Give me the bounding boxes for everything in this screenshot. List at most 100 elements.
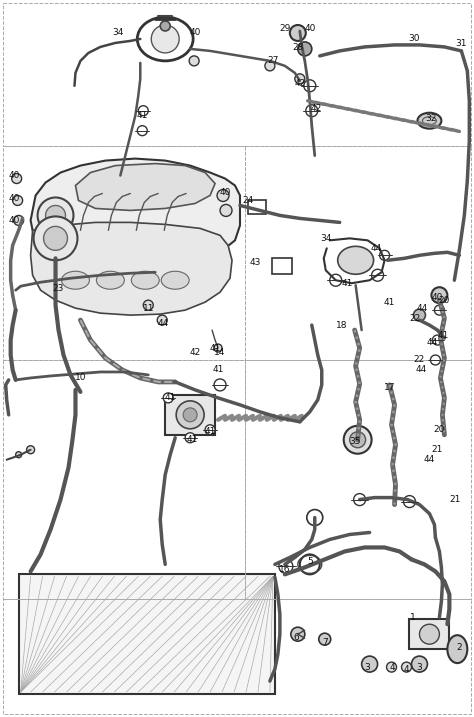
Circle shape	[160, 21, 170, 31]
Circle shape	[44, 227, 67, 250]
Text: 2: 2	[456, 642, 462, 652]
Text: 21: 21	[432, 445, 443, 455]
Text: 14: 14	[214, 348, 226, 356]
Bar	[18, 574, 275, 694]
Circle shape	[189, 56, 199, 66]
Text: 40: 40	[219, 188, 231, 197]
Text: 34: 34	[113, 29, 124, 37]
Circle shape	[143, 300, 153, 310]
Text: 44: 44	[417, 303, 428, 313]
Circle shape	[138, 105, 148, 115]
Text: 40: 40	[432, 293, 443, 302]
Text: 44: 44	[157, 318, 169, 328]
Text: 30: 30	[409, 34, 420, 44]
Circle shape	[16, 452, 22, 457]
Circle shape	[279, 559, 293, 574]
Circle shape	[37, 197, 73, 233]
Text: 40: 40	[190, 29, 201, 37]
Circle shape	[354, 493, 365, 505]
Text: 41: 41	[342, 279, 353, 288]
Circle shape	[205, 424, 215, 435]
Text: 40: 40	[9, 216, 20, 225]
Polygon shape	[31, 222, 232, 315]
Polygon shape	[31, 158, 240, 267]
Text: 35: 35	[349, 437, 360, 446]
Text: 41: 41	[137, 111, 148, 120]
Circle shape	[344, 426, 372, 454]
Text: 41: 41	[186, 435, 198, 445]
Text: 27: 27	[267, 57, 279, 65]
Circle shape	[362, 656, 378, 672]
Circle shape	[298, 42, 312, 56]
Circle shape	[401, 662, 411, 672]
Ellipse shape	[161, 271, 189, 289]
Text: 43: 43	[249, 258, 261, 267]
Circle shape	[185, 433, 195, 443]
Text: 3: 3	[417, 663, 422, 672]
Ellipse shape	[337, 247, 374, 274]
Circle shape	[307, 510, 323, 526]
Bar	[165, 395, 215, 435]
Text: 44: 44	[371, 244, 382, 253]
Text: 42: 42	[190, 348, 201, 356]
Circle shape	[151, 25, 179, 53]
Text: 16: 16	[279, 565, 291, 574]
Circle shape	[387, 662, 397, 672]
Text: 5: 5	[307, 557, 313, 566]
Circle shape	[12, 174, 22, 184]
Bar	[410, 619, 449, 649]
Text: 17: 17	[384, 384, 395, 392]
Text: 44: 44	[427, 338, 438, 346]
Circle shape	[430, 355, 440, 365]
Ellipse shape	[131, 271, 159, 289]
Text: 40: 40	[9, 171, 20, 180]
Circle shape	[413, 309, 426, 321]
Text: 28: 28	[292, 44, 303, 52]
Ellipse shape	[96, 271, 124, 289]
Circle shape	[137, 125, 147, 136]
Text: 41: 41	[384, 298, 395, 307]
Circle shape	[350, 432, 365, 447]
Text: 7: 7	[322, 637, 328, 647]
Text: 23: 23	[53, 284, 64, 293]
Circle shape	[214, 379, 226, 391]
Text: 40: 40	[9, 194, 20, 203]
Ellipse shape	[447, 635, 467, 663]
Text: 41: 41	[204, 427, 216, 436]
Circle shape	[220, 204, 232, 217]
Text: 41: 41	[164, 394, 176, 402]
Circle shape	[14, 215, 24, 225]
Text: 40: 40	[304, 24, 316, 34]
Circle shape	[434, 305, 445, 315]
Text: 34: 34	[320, 234, 331, 243]
Circle shape	[27, 446, 35, 454]
Text: 3: 3	[365, 663, 371, 672]
Circle shape	[46, 206, 65, 225]
Text: 10: 10	[75, 374, 86, 382]
Circle shape	[214, 344, 222, 352]
Text: 42: 42	[310, 104, 321, 113]
Text: 41: 41	[210, 343, 221, 353]
Text: 1: 1	[410, 613, 415, 622]
Circle shape	[330, 274, 342, 286]
Text: 42: 42	[294, 80, 305, 88]
Circle shape	[432, 335, 442, 345]
Text: 4: 4	[404, 665, 410, 673]
Circle shape	[163, 393, 173, 403]
Text: 11: 11	[143, 303, 154, 313]
Text: 22: 22	[414, 356, 425, 364]
Text: 22: 22	[410, 313, 421, 323]
Text: 20: 20	[439, 295, 450, 305]
Circle shape	[372, 270, 383, 281]
Text: 31: 31	[456, 39, 467, 49]
Circle shape	[304, 80, 316, 92]
Text: 29: 29	[279, 24, 291, 34]
Circle shape	[290, 25, 306, 41]
Bar	[272, 258, 292, 274]
Text: 6: 6	[293, 632, 299, 642]
Bar	[248, 201, 266, 214]
Text: 24: 24	[242, 196, 254, 205]
Text: 18: 18	[336, 320, 347, 330]
Circle shape	[380, 250, 390, 260]
Circle shape	[300, 554, 320, 574]
